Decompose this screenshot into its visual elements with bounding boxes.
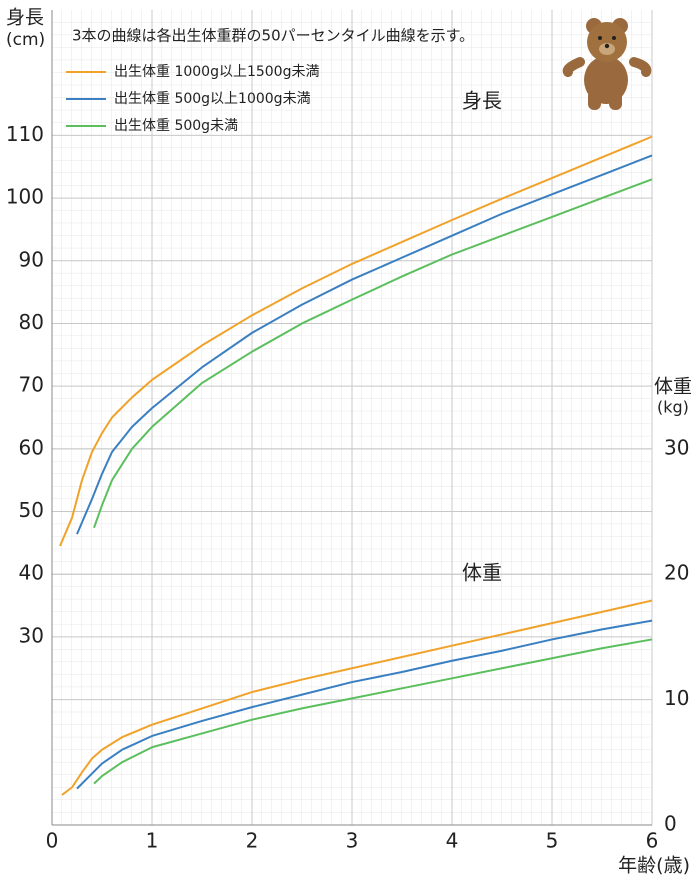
y2-tick-label: 10 bbox=[664, 686, 689, 710]
x-tick-label: 4 bbox=[446, 829, 459, 853]
legend-label: 出生体重 500g以上1000g未満 bbox=[114, 91, 311, 107]
series-line bbox=[76, 619, 653, 790]
x-tick-label: 5 bbox=[546, 829, 559, 853]
y-tick-label: 80 bbox=[19, 310, 44, 334]
y-tick-label: 50 bbox=[19, 498, 44, 522]
chart-title: 3本の曲線は各出生体重群の50パーセンタイル曲線を示す。 bbox=[72, 27, 474, 45]
series-line bbox=[93, 638, 653, 785]
annotation: 体重 bbox=[462, 561, 502, 585]
y2-tick-label: 0 bbox=[664, 812, 677, 836]
x-label: 年齢(歳) bbox=[618, 855, 690, 877]
y-tick-label: 110 bbox=[6, 122, 44, 146]
y-tick-label: 40 bbox=[19, 561, 44, 585]
y-tick-label: 60 bbox=[19, 435, 44, 459]
series-line bbox=[61, 599, 653, 796]
y-tick-label: 30 bbox=[19, 623, 44, 647]
legend-label: 出生体重 500g未満 bbox=[114, 118, 238, 134]
series-line bbox=[76, 154, 653, 535]
y-tick-label: 90 bbox=[19, 247, 44, 271]
x-tick-label: 2 bbox=[246, 829, 259, 853]
series-line bbox=[59, 135, 653, 547]
x-tick-label: 3 bbox=[346, 829, 359, 853]
bear-icon bbox=[562, 18, 652, 110]
x-tick-label: 0 bbox=[46, 829, 59, 853]
y2-tick-label: 30 bbox=[664, 435, 689, 459]
x-tick-label: 1 bbox=[146, 829, 159, 853]
marks bbox=[59, 135, 653, 796]
y2-unit: (kg) bbox=[657, 398, 689, 417]
x-tick-label: 6 bbox=[646, 829, 659, 853]
y2-label: 体重 bbox=[654, 376, 692, 398]
legend-label: 出生体重 1000g以上1500g未満 bbox=[114, 64, 319, 80]
y2-tick-label: 20 bbox=[664, 561, 689, 585]
annotation: 身長 bbox=[462, 89, 502, 113]
series-line bbox=[93, 178, 653, 529]
y-unit: (cm) bbox=[6, 30, 45, 50]
y-label: 身長 bbox=[6, 7, 44, 29]
grid bbox=[51, 10, 653, 826]
y-tick-label: 100 bbox=[6, 185, 44, 209]
y-tick-label: 70 bbox=[19, 373, 44, 397]
